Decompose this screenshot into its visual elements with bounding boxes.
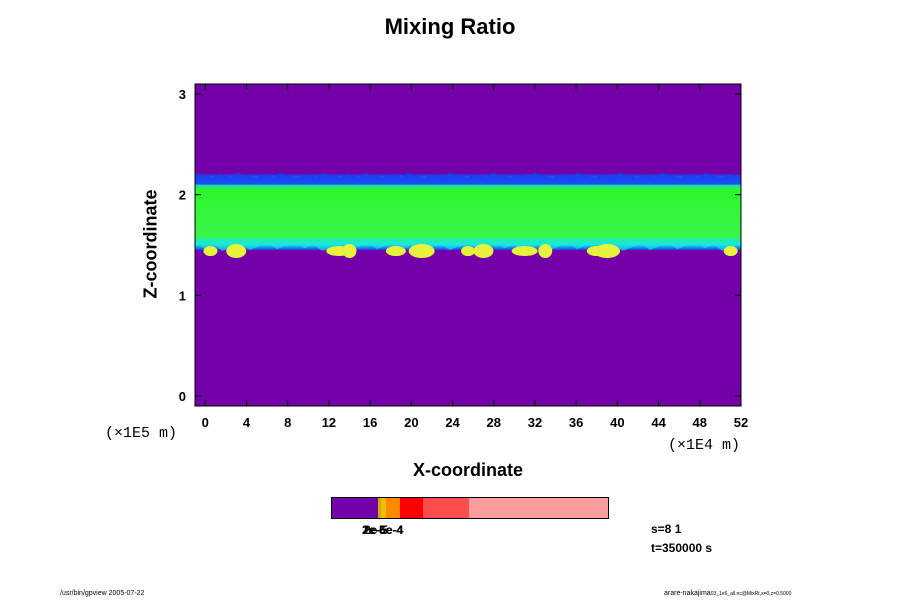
x-tick-label: 40 (610, 415, 624, 430)
y-tick-label: 3 (179, 87, 186, 102)
x-tick-label: 16 (363, 415, 377, 430)
hotspot (473, 244, 494, 259)
x-tick-label: 0 (202, 415, 209, 430)
hotspot (226, 244, 247, 259)
footer-author: arare-nakajima (664, 590, 711, 597)
hotspot (594, 244, 621, 259)
hotspot (408, 244, 435, 259)
colorbar-swatch (423, 498, 469, 518)
time-text: t=350000 s (651, 541, 713, 555)
x-axis-unit: (×1E4 m) (668, 437, 741, 454)
hotspot (538, 244, 553, 259)
colorbar-label-overprint-1: 1e-6 (362, 523, 387, 537)
hotspot (511, 246, 538, 257)
hotspot (723, 246, 738, 257)
y-tick-label: 1 (179, 288, 186, 303)
chart-title: Mixing Ratio (384, 14, 516, 39)
y-axis-unit: (×1E5 m) (105, 425, 178, 442)
hotspot (203, 246, 218, 257)
footer-source: arare-nakajima03_1e6_all.nc@MixRt,x=0,z=… (664, 590, 791, 597)
x-axis-label: X-coordinate (412, 460, 523, 480)
x-tick-label: 32 (528, 415, 542, 430)
y-axis-label: Z-coordinate (140, 189, 161, 299)
mixing-layer (195, 172, 741, 259)
x-tick-label: 12 (322, 415, 336, 430)
hotspot (385, 246, 406, 257)
y-tick-label: 0 (179, 389, 186, 404)
x-tick-label: 24 (445, 415, 460, 430)
colorbar-label-overprint-3: 5e-4 (379, 523, 404, 537)
x-tick-label: 52 (734, 415, 748, 430)
colorbar-swatch (381, 498, 386, 518)
x-tick-label: 48 (693, 415, 707, 430)
colorbar-swatch (469, 498, 608, 518)
x-tick-label: 44 (651, 415, 666, 430)
colorbar-swatch (332, 498, 378, 518)
footer-command: /usr/bin/gpview 2005-07-22 (60, 590, 145, 597)
x-tick-label: 4 (243, 415, 251, 430)
x-tick-label: 20 (404, 415, 418, 430)
hotspot (342, 244, 357, 259)
layer-band (195, 174, 741, 251)
x-tick-label: 36 (569, 415, 583, 430)
s-value-text: s=8 1 (651, 522, 682, 536)
colorbar (331, 497, 609, 519)
colorbar-swatch (400, 498, 423, 518)
colorbar-label-overprint-2: 2e-5 (364, 523, 389, 537)
hotspot (461, 246, 475, 257)
colorbar-swatch (378, 498, 381, 518)
plot-frame (194, 83, 742, 407)
x-tick-label: 28 (487, 415, 501, 430)
footer-file: 03_1e6_all.nc@MixRt,x=0,z=0.5000 (710, 591, 792, 597)
x-tick-label: 8 (284, 415, 291, 430)
colorbar-swatch (386, 498, 400, 518)
colorbar-label: 2e-5e-4 (362, 523, 404, 537)
layer-top-edge (195, 172, 741, 185)
y-tick-label: 2 (179, 188, 186, 203)
